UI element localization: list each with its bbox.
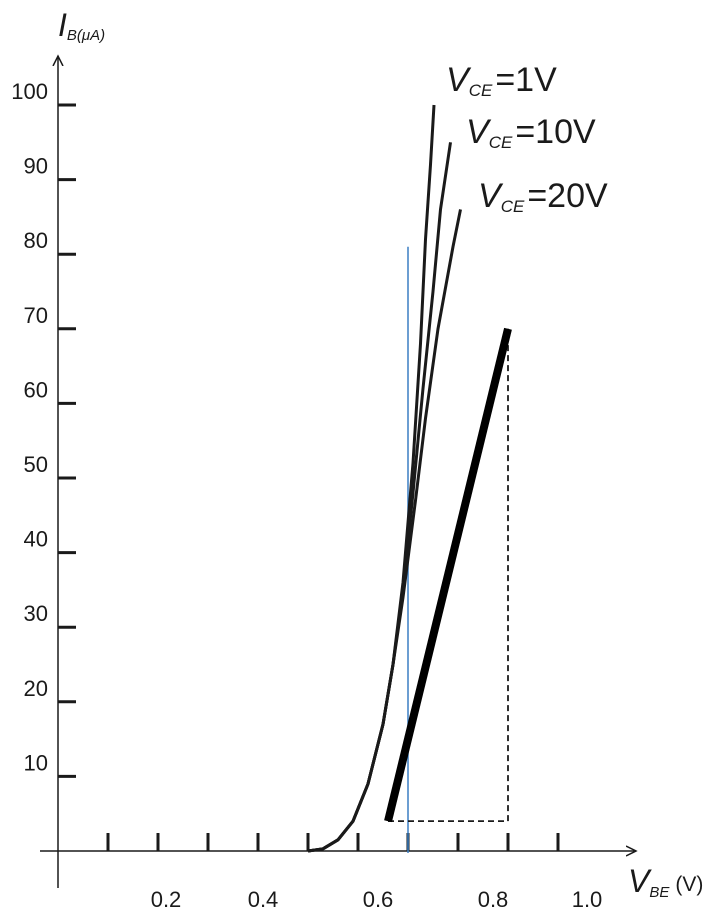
- y-tick-label: 40: [24, 527, 48, 552]
- tangent-line: [384, 327, 512, 823]
- series-line-vce-3: [307, 209, 462, 853]
- x-axis-title: VBE (V): [628, 863, 703, 901]
- x-tick-label: 1.0: [572, 887, 603, 912]
- y-tick-label: 60: [24, 377, 48, 402]
- y-tick-label: 100: [11, 79, 48, 104]
- x-tick-label: 0.4: [248, 887, 279, 912]
- series-label: VCE=10V: [466, 113, 596, 152]
- series-label: VCE=1V: [446, 61, 557, 100]
- y-tick-label: 20: [24, 676, 48, 701]
- x-tick-label: 0.8: [478, 887, 509, 912]
- y-tick-label: 50: [24, 452, 48, 477]
- x-tick-label: 0.2: [151, 887, 182, 912]
- y-axis-title: IB(μA): [58, 7, 105, 44]
- y-tick-label: 10: [24, 750, 48, 775]
- y-tick-label: 80: [24, 228, 48, 253]
- slope-triangle: [388, 328, 509, 823]
- y-tick-label: 30: [24, 601, 48, 626]
- series-label: VCE=20V: [478, 177, 608, 216]
- x-tick-label: 0.6: [363, 887, 394, 912]
- svg-text:IB(μA): IB(μA): [58, 7, 105, 44]
- y-tick-label: 90: [24, 154, 48, 179]
- svg-text:VBE(V): VBE (V): [628, 863, 703, 901]
- y-tick-label: 70: [24, 303, 48, 328]
